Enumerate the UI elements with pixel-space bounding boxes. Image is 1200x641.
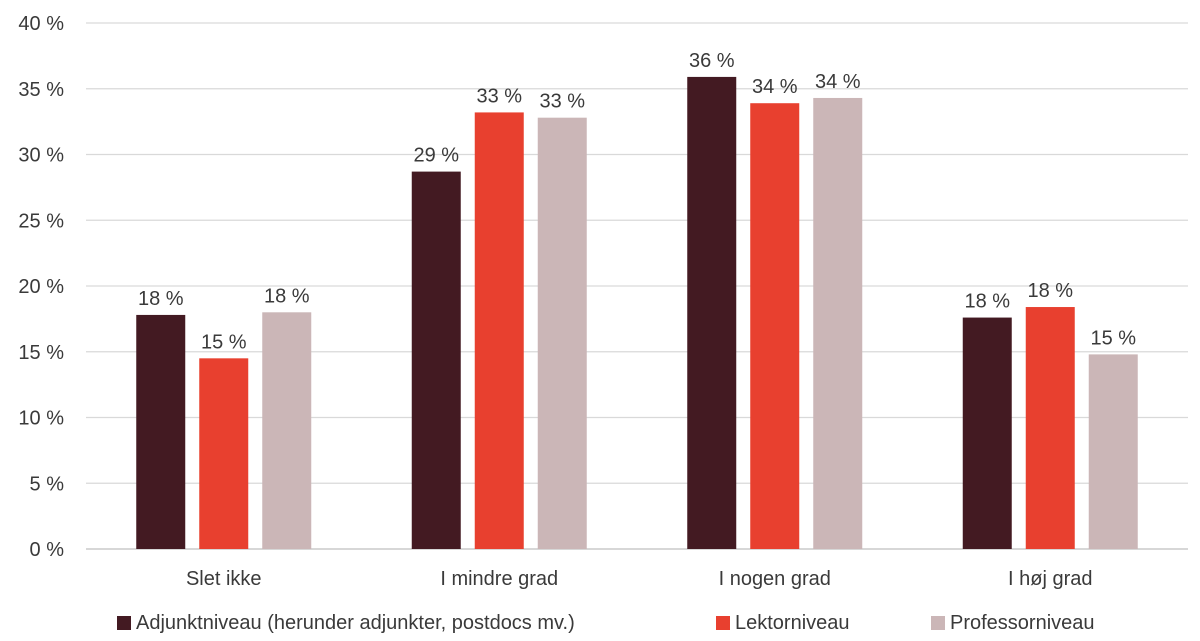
data-label: 18 % [138, 288, 184, 310]
bar [750, 103, 800, 549]
bars [136, 76, 1138, 550]
bar [962, 317, 1012, 549]
data-label: 34 % [815, 71, 861, 93]
bar [1025, 307, 1075, 549]
legend-swatch [117, 616, 131, 630]
y-tick-label: 0 % [30, 539, 65, 561]
y-tick-label: 20 % [18, 276, 64, 298]
data-label: 34 % [752, 76, 798, 98]
data-label: 29 % [413, 145, 459, 167]
data-label: 15 % [1090, 327, 1136, 349]
x-axis-category-labels: Slet ikke I mindre grad I nogen grad I høj … [186, 568, 1093, 590]
legend-swatch [931, 616, 945, 630]
bar [537, 117, 587, 550]
legend-label: Professorniveau [950, 612, 1095, 634]
legend-item: Adjunktniveau (herunder adjunkter, postd… [117, 612, 575, 634]
gridlines [86, 22, 1188, 550]
legend-swatch [716, 616, 730, 630]
bar [687, 76, 737, 549]
data-labels: 18 % 15 % 18 % 29 % 33 % 33 % 36 % 34 % 34 % 18 %… [138, 50, 1136, 353]
bar [262, 312, 312, 549]
y-tick-label: 15 % [18, 342, 64, 364]
data-label: 36 % [689, 50, 735, 72]
bar [199, 358, 249, 549]
data-label: 15 % [201, 331, 247, 353]
legend-label: Adjunktniveau (herunder adjunkter, postd… [136, 612, 575, 634]
bar [136, 314, 186, 549]
data-label: 18 % [1027, 280, 1073, 302]
category-label: I mindre grad [440, 568, 558, 590]
legend-item: Lektorniveau [716, 612, 850, 634]
category-label: I høj grad [1008, 568, 1092, 590]
legend: Adjunktniveau (herunder adjunkter, postd… [117, 612, 1095, 634]
y-tick-label: 25 % [18, 210, 64, 232]
bar [411, 171, 461, 549]
bar [474, 112, 524, 550]
y-tick-label: 40 % [18, 13, 64, 35]
legend-item: Professorniveau [931, 612, 1095, 634]
y-axis-tick-labels: 0 % 5 % 10 % 15 % 20 % 25 % 30 % 35 % 40 % [18, 13, 64, 561]
y-tick-label: 30 % [18, 145, 64, 167]
bar [813, 97, 863, 549]
y-tick-label: 10 % [18, 408, 64, 430]
legend-label: Lektorniveau [735, 612, 850, 634]
data-label: 18 % [964, 291, 1010, 313]
y-tick-label: 35 % [18, 79, 64, 101]
category-label: I nogen grad [719, 568, 831, 590]
category-label: Slet ikke [186, 568, 262, 590]
data-label: 33 % [539, 91, 585, 113]
bar [1088, 354, 1138, 549]
data-label: 33 % [476, 85, 522, 107]
y-tick-label: 5 % [30, 473, 65, 495]
data-label: 18 % [264, 285, 310, 307]
